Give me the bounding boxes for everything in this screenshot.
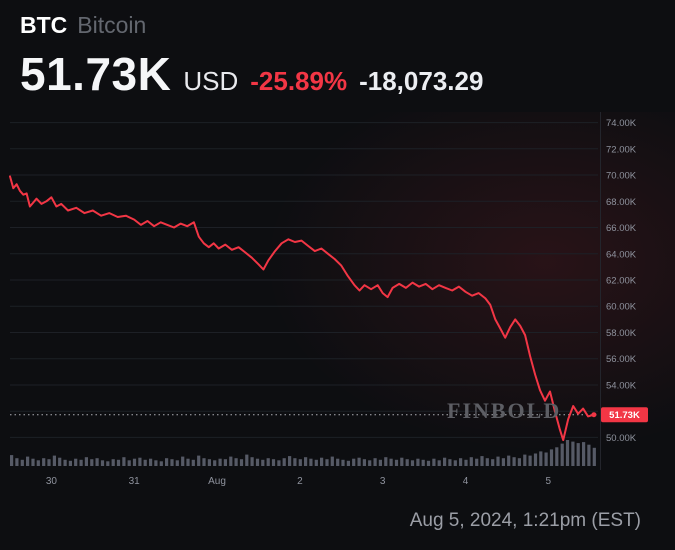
last-price-badge: 51.73K — [601, 407, 648, 423]
svg-text:74.00K: 74.00K — [606, 118, 637, 129]
asset-name: Bitcoin — [77, 12, 147, 38]
grid-lines — [10, 122, 598, 438]
svg-text:62.00K: 62.00K — [606, 276, 637, 287]
svg-text:68.00K: 68.00K — [606, 197, 637, 208]
svg-text:66.00K: 66.00K — [606, 223, 637, 234]
price-line — [9, 175, 595, 442]
svg-text:5: 5 — [546, 476, 552, 487]
svg-text:60.00K: 60.00K — [606, 302, 637, 313]
timestamp: Aug 5, 2024, 1:21pm (EST) — [409, 510, 641, 531]
svg-text:64.00K: 64.00K — [606, 249, 637, 260]
finbold-watermark: FINBOLD — [447, 398, 562, 423]
svg-text:54.00K: 54.00K — [606, 381, 637, 392]
currency-label: USD — [183, 66, 239, 96]
svg-text:72.00K: 72.00K — [606, 144, 637, 155]
svg-text:30: 30 — [46, 476, 58, 487]
svg-text:Aug: Aug — [208, 476, 226, 487]
svg-text:70.00K: 70.00K — [606, 171, 637, 182]
svg-text:2: 2 — [297, 476, 303, 487]
chart-area: 74.00K 72.00K 70.00K 68.00K 66.00K 64.00K 62.0… — [0, 112, 675, 504]
chart-header: BTC Bitcoin 51.73K USD -25.89% -18,073.2… — [20, 12, 483, 101]
volume-bars — [10, 440, 596, 466]
svg-text:51.73K: 51.73K — [609, 410, 640, 421]
price-chart[interactable]: 74.00K 72.00K 70.00K 68.00K 66.00K 64.00K 62.0… — [0, 112, 675, 504]
svg-text:3: 3 — [380, 476, 386, 487]
svg-text:56.00K: 56.00K — [606, 354, 637, 365]
svg-text:4: 4 — [463, 476, 469, 487]
svg-text:31: 31 — [129, 476, 141, 487]
change-percent: -25.89% — [250, 66, 348, 96]
svg-text:58.00K: 58.00K — [606, 328, 637, 339]
red-glow — [265, 112, 675, 452]
ticker-symbol: BTC — [20, 12, 68, 38]
y-axis-labels: 74.00K 72.00K 70.00K 68.00K 66.00K 64.00K 62.0… — [606, 118, 637, 444]
current-price: 51.73K — [20, 48, 172, 100]
change-absolute: -18,073.29 — [359, 66, 484, 96]
svg-text:50.00K: 50.00K — [606, 433, 637, 444]
last-price-dot — [591, 412, 597, 418]
x-axis-labels: 30 31 Aug 2 3 4 5 — [46, 476, 552, 487]
